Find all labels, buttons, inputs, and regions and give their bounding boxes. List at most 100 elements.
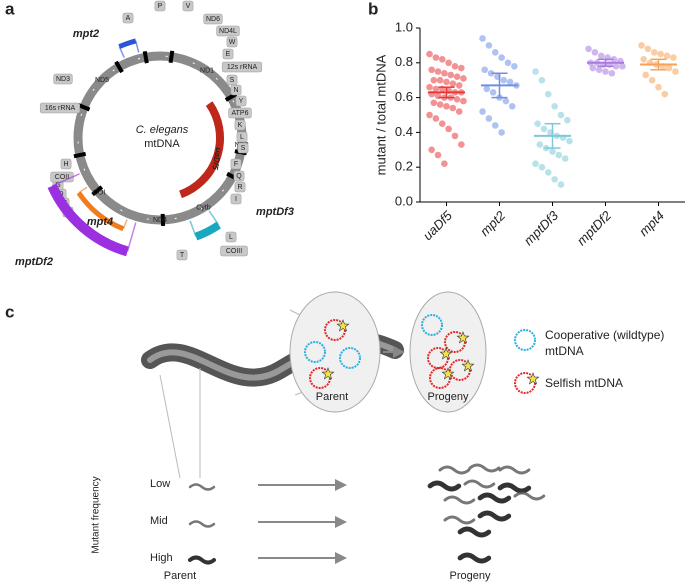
gene-tag-label: A (126, 15, 131, 22)
panel-label: b (368, 0, 378, 18)
worm (477, 492, 512, 504)
y-tick-label: 0.8 (395, 54, 413, 69)
selfish-star (526, 372, 540, 385)
data-point (536, 141, 544, 148)
data-point (585, 45, 592, 53)
gene-tag (234, 181, 246, 193)
data-point (432, 54, 440, 61)
genome: mtDNA (144, 138, 180, 150)
worm (443, 515, 476, 525)
data-point (426, 50, 433, 58)
gene-boundary (77, 103, 91, 112)
progeny-label: Progeny (428, 391, 469, 403)
worm (457, 526, 492, 538)
data-point (443, 103, 450, 110)
data-point (655, 83, 662, 91)
data-point (428, 66, 435, 74)
gene-tag (230, 84, 242, 96)
data-point (430, 99, 438, 107)
gene-tag (230, 158, 242, 170)
gene-tag (221, 61, 263, 73)
data-point (479, 35, 486, 42)
data-point (642, 71, 650, 79)
x-tick-label: mptDf2 (574, 207, 615, 248)
level: Mid (150, 515, 168, 527)
data-point (619, 62, 626, 70)
gene-tag-label: 16s rRNA (45, 105, 76, 112)
parent-label: Parent (164, 570, 196, 582)
worm (497, 482, 532, 494)
data-point (589, 64, 597, 72)
data-point (555, 151, 563, 159)
data-point (458, 141, 465, 148)
progeny-label: Progeny (450, 570, 491, 582)
cooperative-mtdna (421, 314, 443, 336)
deletion-edge (78, 186, 88, 194)
data-point (670, 54, 677, 61)
data-point (432, 85, 440, 93)
y-tick-label: 0.4 (395, 124, 413, 139)
gene-tag (235, 95, 247, 107)
legend-cooperative: mtDNA (545, 344, 584, 358)
species: C. elegans (136, 124, 189, 136)
data-point (551, 103, 558, 110)
data-point (561, 155, 569, 162)
data-point (460, 75, 467, 82)
gene-tag (222, 48, 234, 60)
level: Low (150, 478, 170, 490)
selfish-star (439, 347, 453, 360)
data-point (557, 111, 565, 119)
cooperative-mtdna (304, 341, 326, 363)
gene-boundary (114, 60, 124, 74)
worm (468, 463, 501, 473)
data-point (564, 116, 571, 124)
gene-tag-label: ND3 (56, 76, 70, 83)
deletion-edge (189, 220, 197, 237)
data-point (491, 122, 499, 129)
data-point (591, 49, 599, 56)
selfish-star (461, 359, 475, 372)
data-point (566, 137, 573, 145)
deletion-label: mptDf3 (256, 206, 294, 218)
gene-tag-label: COII (55, 174, 69, 181)
gene-boundary (142, 50, 149, 64)
worm (477, 510, 512, 522)
deletion-arc (47, 183, 129, 257)
gene-boundary (91, 185, 104, 197)
gene-tag-label: T (180, 252, 185, 259)
deletion-edge (51, 173, 80, 187)
data-point (481, 66, 488, 74)
selfish-star (336, 319, 350, 332)
data-point (485, 115, 493, 122)
data-point (508, 103, 516, 110)
gene-tag-label: G (55, 182, 60, 189)
data-point (610, 56, 618, 63)
data-point (455, 82, 463, 89)
gene-tag (53, 73, 73, 85)
data-point (500, 76, 508, 84)
gene-tag (228, 107, 252, 119)
gene-boundary (73, 151, 87, 159)
data-point (426, 83, 433, 91)
data-point (453, 96, 461, 103)
gene-tag (226, 36, 238, 48)
y-tick-label: 1.0 (395, 19, 413, 34)
frequency-arrows (258, 479, 347, 564)
gene-name: COI (93, 190, 106, 197)
x-tick-label: uaDf5 (420, 207, 456, 243)
data-point (644, 45, 652, 53)
level: High (150, 552, 173, 564)
gene-tag (230, 193, 242, 205)
worm (188, 483, 216, 491)
x-tick-label: mptDf3 (521, 207, 562, 248)
deletion-label: uaDf5 (210, 147, 223, 171)
frequency-axis: Mutant frequency (91, 476, 102, 553)
deletion-arc (194, 221, 221, 241)
data-point (638, 42, 645, 49)
gene-tag (182, 0, 194, 12)
gene-tag (216, 25, 240, 37)
gene-tag-label: ND6 (206, 16, 220, 23)
data-point (458, 64, 465, 72)
data-point (506, 78, 514, 86)
data-point (426, 111, 433, 119)
